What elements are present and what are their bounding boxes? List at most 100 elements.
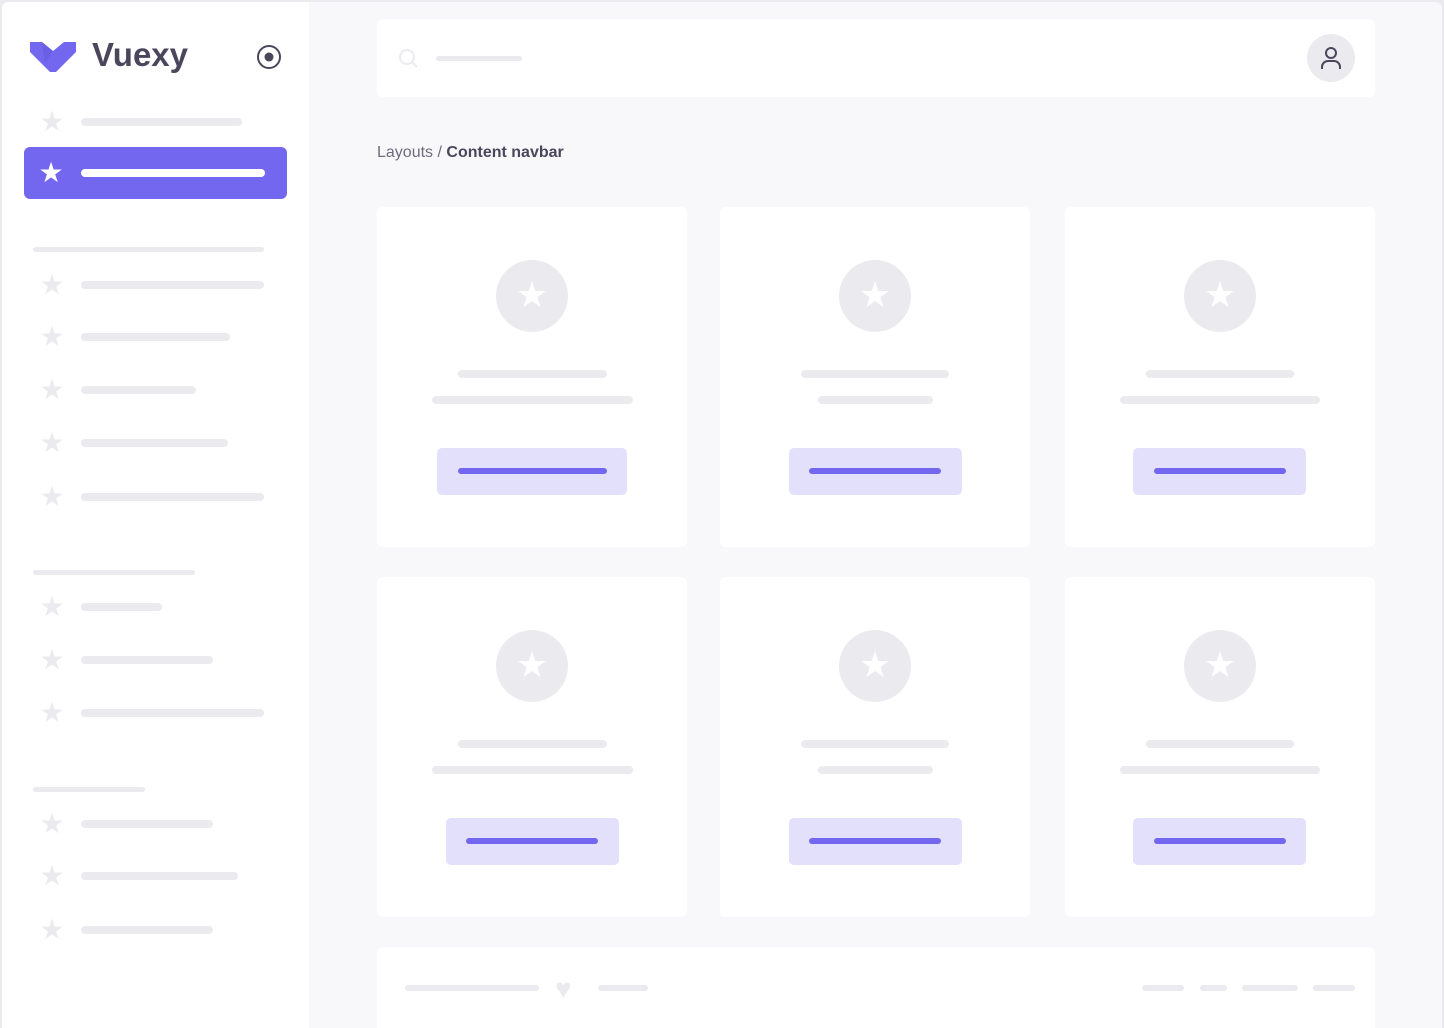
footer-link[interactable] (1142, 985, 1184, 991)
star-icon: ★ (839, 630, 911, 702)
search-icon[interactable] (399, 49, 419, 69)
star-icon: ★ (39, 697, 65, 728)
sidebar-section-header (33, 570, 195, 575)
content-card: ★ (377, 577, 687, 917)
star-icon: ★ (39, 321, 65, 352)
sidebar-item[interactable]: ★ (2, 423, 302, 463)
star-icon: ★ (496, 260, 568, 332)
content-card: ★ (720, 577, 1030, 917)
card-button-label-placeholder (466, 838, 598, 844)
card-button[interactable] (789, 448, 962, 495)
card-button-label-placeholder (1154, 838, 1286, 844)
star-icon: ★ (39, 269, 65, 300)
sidebar-item[interactable]: ★ (2, 102, 302, 142)
star-icon: ★ (39, 427, 65, 458)
breadcrumb-parent[interactable]: Layouts (377, 144, 434, 161)
card-title-placeholder (1146, 740, 1294, 748)
sidebar-section-header (33, 247, 264, 252)
breadcrumb-separator: / (433, 144, 447, 161)
sidebar-item[interactable]: ★ (2, 587, 302, 627)
star-icon: ★ (39, 591, 65, 622)
card-title-placeholder (801, 740, 949, 748)
star-icon: ★ (39, 860, 65, 891)
content-card: ★ (377, 207, 687, 547)
card-button[interactable] (437, 448, 627, 495)
search-input[interactable] (436, 56, 522, 61)
card-button[interactable] (789, 818, 962, 865)
card-button-label-placeholder (809, 838, 941, 844)
card-button[interactable] (1133, 448, 1306, 495)
sidebar-item-label-placeholder (81, 439, 228, 447)
sidebar-item[interactable]: ★ (2, 640, 302, 680)
footer-link[interactable] (1313, 985, 1355, 991)
sidebar-item-label-placeholder (81, 709, 264, 717)
sidebar-item[interactable]: ★ (2, 910, 302, 950)
star-icon: ★ (839, 260, 911, 332)
sidebar-item-label-placeholder (81, 118, 242, 126)
sidebar-item-label-placeholder (81, 926, 213, 934)
sidebar-item[interactable]: ★ (2, 804, 302, 844)
card-button[interactable] (1133, 818, 1306, 865)
sidebar-item-label-placeholder (81, 281, 264, 289)
star-icon: ★ (1184, 260, 1256, 332)
star-icon: ★ (1184, 630, 1256, 702)
sidebar-item-label-placeholder (81, 493, 264, 501)
user-icon (1321, 47, 1341, 69)
star-icon: ★ (39, 644, 65, 675)
content-card: ★ (1065, 207, 1375, 547)
sidebar-item-label-placeholder (81, 656, 213, 664)
star-icon: ★ (39, 914, 65, 945)
content-card: ★ (720, 207, 1030, 547)
sidebar-item[interactable]: ★ (2, 856, 302, 896)
navbar (377, 19, 1375, 97)
footer-text-placeholder (598, 985, 648, 991)
radio-target-icon[interactable] (256, 44, 282, 70)
sidebar-section-header (33, 787, 145, 792)
star-icon: ★ (496, 630, 568, 702)
sidebar-item[interactable]: ★ (2, 265, 302, 305)
star-icon: ★ (39, 106, 65, 137)
avatar[interactable] (1307, 34, 1355, 82)
card-button-label-placeholder (809, 468, 941, 474)
card-button-label-placeholder (1154, 468, 1286, 474)
card-text-placeholder (432, 766, 633, 774)
footer-text-placeholder (405, 985, 539, 991)
breadcrumb: Layouts / Content navbar (377, 144, 564, 162)
star-icon: ★ (39, 481, 65, 512)
sidebar-item-label-placeholder (81, 872, 238, 880)
footer: ♥ (377, 947, 1375, 1028)
card-text-placeholder (1120, 766, 1320, 774)
content-card: ★ (1065, 577, 1375, 917)
sidebar-item-label-placeholder (81, 386, 196, 394)
sidebar-item[interactable]: ★ (2, 317, 302, 357)
card-title-placeholder (458, 370, 607, 378)
footer-link[interactable] (1200, 985, 1227, 991)
breadcrumb-current: Content navbar (446, 144, 564, 161)
sidebar: Vuexy ★ ★ ★ ★ ★ ★ ★ ★ ★ ★ ★ ★ ★ (2, 2, 309, 1028)
sidebar-item-label-placeholder (81, 169, 265, 177)
card-title-placeholder (801, 370, 949, 378)
sidebar-item-label-placeholder (81, 333, 230, 341)
sidebar-item[interactable]: ★ (2, 693, 302, 733)
card-text-placeholder (1120, 396, 1320, 404)
card-text-placeholder (818, 766, 933, 774)
heart-icon: ♥ (555, 973, 572, 1004)
card-text-placeholder (818, 396, 933, 404)
star-icon: ★ (38, 157, 64, 188)
card-button-label-placeholder (458, 468, 607, 474)
sidebar-item[interactable]: ★ (2, 370, 302, 410)
sidebar-item-active[interactable]: ★ (24, 147, 287, 199)
brand-name: Vuexy (92, 36, 189, 73)
sidebar-item-label-placeholder (81, 603, 162, 611)
card-text-placeholder (432, 396, 633, 404)
card-button[interactable] (446, 818, 619, 865)
footer-link[interactable] (1242, 985, 1298, 991)
star-icon: ★ (39, 808, 65, 839)
card-title-placeholder (1146, 370, 1294, 378)
sidebar-item[interactable]: ★ (2, 477, 302, 517)
card-title-placeholder (458, 740, 607, 748)
sidebar-item-label-placeholder (81, 820, 213, 828)
star-icon: ★ (39, 374, 65, 405)
vuexy-logo (30, 42, 76, 72)
